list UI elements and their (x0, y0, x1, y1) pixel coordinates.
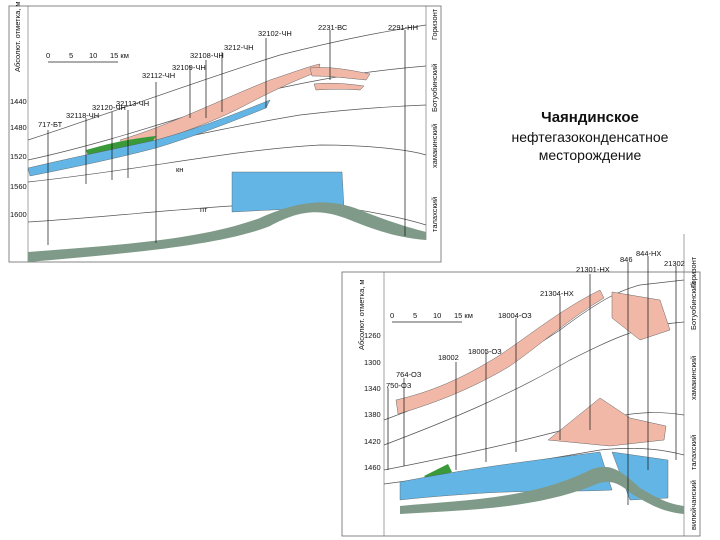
well-label: 32109-ЧН (172, 63, 206, 72)
horizon-label: хамакинский (430, 124, 439, 168)
field-subtitle-line2: месторождение (538, 147, 642, 163)
unit-label: пт (200, 205, 208, 214)
depth-label: 1300 (364, 358, 381, 367)
well-label: 21304-НХ (540, 289, 574, 298)
horizon-label: Ботуобинский (689, 282, 698, 330)
scale-tick: 15 км (454, 311, 473, 320)
well-label: 750-ОЗ (386, 381, 412, 390)
well-label: 846 (620, 255, 633, 264)
scale-tick: 5 (413, 311, 417, 320)
well-label: 18005-ОЗ (468, 347, 502, 356)
horizon-label: талахский (430, 197, 439, 232)
section1-frame (8, 5, 442, 263)
scale-tick: 10 (89, 51, 97, 60)
depth-label: 1440 (10, 97, 27, 106)
well-label: 3212-ЧН (224, 43, 254, 52)
section1-scale-bar: 0 5 10 15 км (46, 51, 129, 63)
field-subtitle-line1: нефтегазоконденсатное (511, 129, 669, 145)
horizon-label: вилюйчанский (689, 480, 698, 530)
section2-gas-cap (611, 291, 671, 341)
well-label: 32120-ЧН (92, 103, 126, 112)
well-label: 18004-ОЗ (498, 311, 532, 320)
section2-horizon-header: Горизонт (689, 256, 698, 288)
depth-label: 1480 (10, 123, 27, 132)
scale-tick: 0 (46, 51, 50, 60)
well-label: 21301-НХ (576, 265, 610, 274)
depth-label: 1340 (364, 384, 381, 393)
depth-label: 1420 (364, 437, 381, 446)
unit-label: кн (176, 165, 183, 174)
field-title: Чаяндинское (541, 109, 639, 126)
section1-gas-lens (313, 82, 365, 91)
section2-frame (341, 271, 701, 537)
well-label: 21302 (664, 259, 685, 268)
depth-label: 1600 (10, 210, 27, 219)
horizon-label: талахский (689, 435, 698, 470)
section2-scale-bar: 0 5 10 15 км (390, 311, 473, 323)
scale-tick: 10 (433, 311, 441, 320)
section2-gas-zone-lower (547, 397, 667, 447)
section2-wells (387, 256, 677, 505)
well-label: 844-НХ (636, 249, 661, 258)
section2-axis-title: Абсолют. отметка, м (357, 279, 366, 350)
well-label: 32108-ЧН (190, 51, 224, 60)
scale-tick: 5 (69, 51, 73, 60)
depth-label: 1260 (364, 331, 381, 340)
section2-oil-zone (424, 464, 452, 480)
horizon-label: Ботуобинский (430, 64, 439, 112)
well-label: 32113-ЧН (116, 99, 149, 108)
scale-tick: 15 км (110, 51, 129, 60)
depth-label: 1560 (10, 182, 27, 191)
depth-label: 1460 (364, 463, 381, 472)
well-label: 32118-ЧН (66, 111, 99, 120)
section1-wells (47, 30, 406, 245)
well-label: 32112-ЧН (142, 71, 175, 80)
well-label: 717-БТ (38, 120, 63, 129)
section1-oil-zone (86, 136, 156, 156)
well-label: 764-ОЗ (396, 370, 422, 379)
depth-label: 1380 (364, 410, 381, 419)
section2-gas-zone (395, 289, 605, 415)
depth-label: 1520 (10, 152, 27, 161)
section1-axis-title: Абсолют. отметка, м (13, 1, 22, 72)
section1-basement (28, 202, 426, 262)
well-label: 18002 (438, 353, 459, 362)
field-title-block: Чаяндинское нефтегазоконденсатное местор… (470, 108, 710, 164)
section1-horizon-header: Горизонт (430, 8, 439, 40)
section2-basement (400, 466, 684, 514)
well-label: 2231-ВС (318, 23, 348, 32)
well-label: 2291-НН (388, 23, 418, 32)
scale-tick: 0 (390, 311, 394, 320)
well-label: 32102-ЧН (258, 29, 292, 38)
horizon-label: хамакинский (689, 356, 698, 400)
